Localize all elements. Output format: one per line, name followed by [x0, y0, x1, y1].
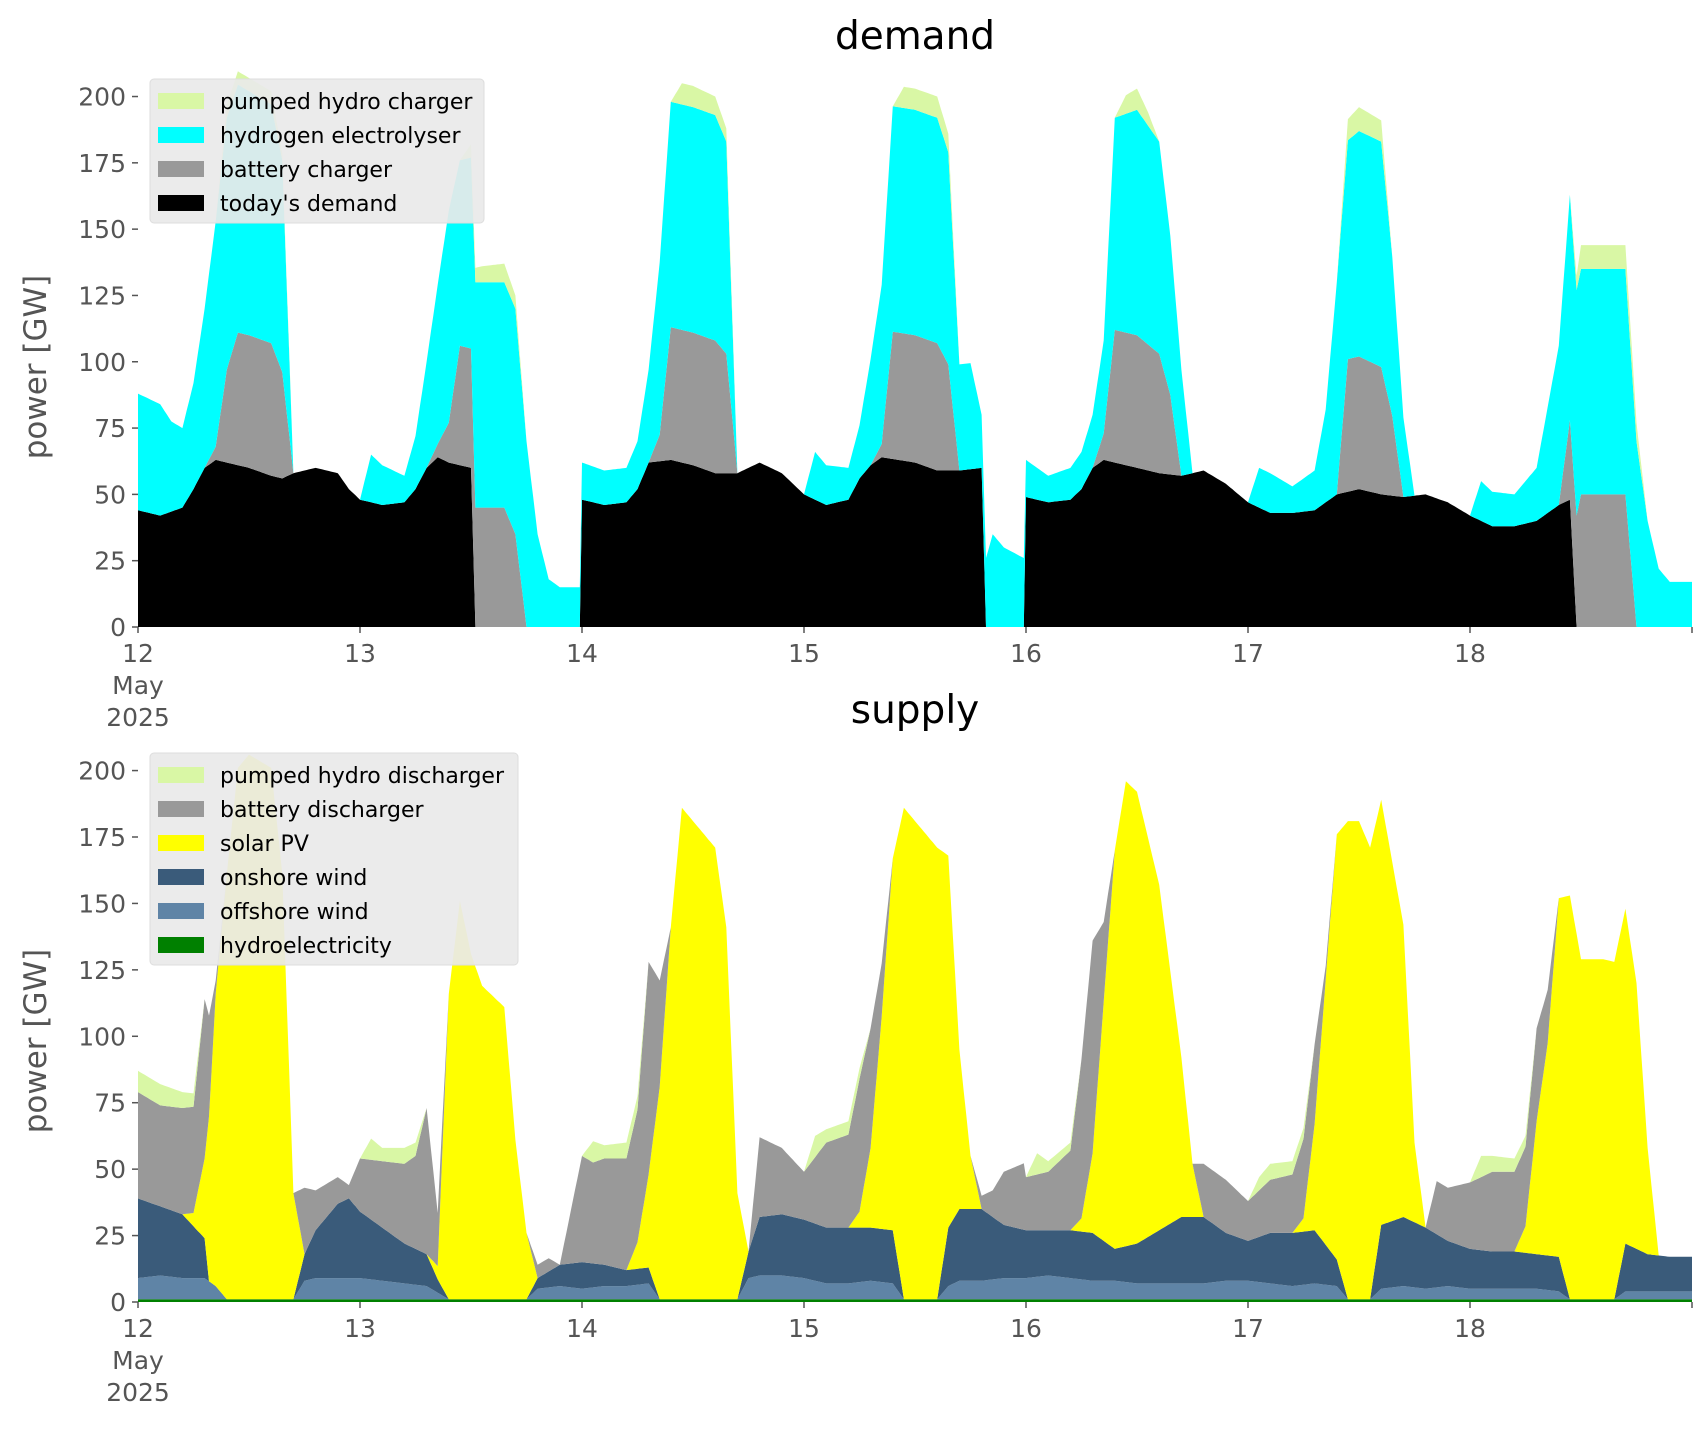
- legend-label-pumped-hydro-charger: pumped hydro charger: [220, 90, 473, 115]
- legend-label-offshore-wind: offshore wind: [220, 900, 369, 925]
- x-tick-label: 14: [566, 1314, 598, 1343]
- x-tick-label: 12: [122, 639, 154, 668]
- x-tick-label: 16: [1010, 1314, 1042, 1343]
- legend-label-onshore-wind: onshore wind: [220, 866, 367, 891]
- supply-panel: supply power [GW] 0 25 50 75 100 125 150 175 200…: [18, 688, 1693, 1407]
- legend-label-today-s-demand: today's demand: [220, 192, 397, 217]
- area-hydroelectricity: [138, 1299, 1692, 1302]
- legend-swatch-hydrogen-electrolyser: [158, 127, 204, 143]
- y-tick-label: 150: [78, 889, 126, 918]
- x-tick-label: 17: [1232, 639, 1264, 668]
- x-tick-label: 17: [1232, 1314, 1264, 1343]
- axis-layer-supply: 0 25 50 75 100 125 150 175 200 12 May 2025 13 14 15 16 1…: [78, 757, 1693, 1407]
- x-tick-label: 2025: [106, 703, 170, 732]
- x-tick-label: 12: [122, 1314, 154, 1343]
- legend-label-battery-charger: battery charger: [220, 158, 393, 183]
- area-pumped-hydro-discharger: [138, 754, 1692, 1265]
- series-layer-demand: [138, 71, 1692, 628]
- legend-label-pumped-hydro-discharger: pumped hydro discharger: [220, 764, 505, 789]
- legend-supply: pumped hydro discharger battery discharge…: [149, 752, 519, 966]
- y-tick-label: 150: [78, 215, 126, 244]
- legend-box: [149, 78, 485, 224]
- y-tick-label: 200: [78, 83, 126, 112]
- y-tick-label: 25: [94, 1222, 126, 1251]
- demand-panel: demand power [GW] 0 25 50 75 100 125 150 175 200…: [18, 14, 1693, 732]
- y-tick-label: 100: [78, 1022, 126, 1051]
- legend-label-hydrogen-electrolyser: hydrogen electrolyser: [220, 124, 461, 149]
- area-offshore-wind: [138, 1275, 1692, 1300]
- x-tick-label: May: [112, 1346, 164, 1375]
- legend-swatch-battery-charger: [158, 161, 204, 177]
- legend-label-battery-discharger: battery discharger: [220, 798, 425, 823]
- area-solar-pv: [138, 754, 1692, 1300]
- area-hydrogen-electrolyser: [138, 84, 1692, 628]
- area-today-s-demand: [138, 457, 1692, 627]
- x-tick-label: 18: [1454, 1314, 1486, 1343]
- y-tick-label: 200: [78, 757, 126, 786]
- y-tick-label: 50: [94, 480, 126, 509]
- y-tick-label: 175: [78, 149, 126, 178]
- y-tick-label: 25: [94, 547, 126, 576]
- chart-title-demand: demand: [835, 14, 995, 59]
- y-tick-label: 125: [78, 956, 126, 985]
- chart-title-supply: supply: [851, 688, 979, 733]
- legend-swatch-battery-discharger: [158, 801, 204, 817]
- x-tick-label: 13: [344, 639, 376, 668]
- x-tick-label: 15: [788, 639, 820, 668]
- legend-swatch-pumped-hydro-discharger: [158, 767, 204, 783]
- axis-layer-demand: 0 25 50 75 100 125 150 175 200 12 May 2025 13 14 15 16 1…: [78, 83, 1693, 732]
- legend-swatch-solar-pv: [158, 835, 204, 851]
- y-tick-label: 100: [78, 348, 126, 377]
- legend-swatch-offshore-wind: [158, 903, 204, 919]
- x-tick-label: 2025: [106, 1378, 170, 1407]
- legend-swatch-hydroelectricity: [158, 937, 204, 953]
- area-battery-discharger: [138, 754, 1692, 1279]
- x-tick-label: 18: [1454, 639, 1486, 668]
- y-axis-label-demand: power [GW]: [18, 275, 54, 460]
- area-battery-charger: [138, 327, 1692, 627]
- x-tick-label: May: [112, 671, 164, 700]
- y-tick-label: 75: [94, 1089, 126, 1118]
- y-tick-label: 75: [94, 414, 126, 443]
- y-tick-label: 125: [78, 281, 126, 310]
- legend-swatch-onshore-wind: [158, 869, 204, 885]
- y-axis-label-supply: power [GW]: [18, 949, 54, 1134]
- legend-label-solar-pv: solar PV: [220, 832, 309, 857]
- y-tick-label: 0: [110, 613, 126, 642]
- x-tick-label: 16: [1010, 639, 1042, 668]
- series-layer-supply: [138, 754, 1692, 1302]
- x-tick-label: 14: [566, 639, 598, 668]
- y-tick-label: 0: [110, 1288, 126, 1317]
- x-tick-label: 13: [344, 1314, 376, 1343]
- legend-box: [149, 752, 519, 966]
- legend-swatch-pumped-hydro-charger: [158, 93, 204, 109]
- legend-swatch-today-s-demand: [158, 195, 204, 211]
- legend-demand: pumped hydro charger hydrogen electrolyse…: [149, 78, 485, 224]
- area-onshore-wind: [138, 1198, 1692, 1300]
- legend-label-hydroelectricity: hydroelectricity: [220, 934, 392, 959]
- x-tick-label: 15: [788, 1314, 820, 1343]
- y-tick-label: 175: [78, 823, 126, 852]
- y-tick-label: 50: [94, 1155, 126, 1184]
